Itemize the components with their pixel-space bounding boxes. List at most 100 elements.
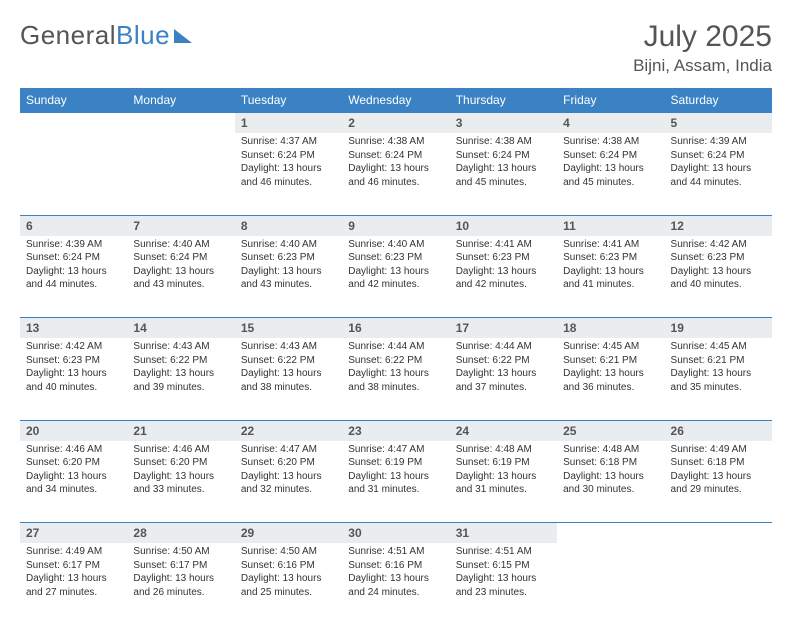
sunrise-text: Sunrise: 4:37 AM: [241, 135, 336, 149]
day-number: 6: [20, 216, 127, 236]
sunset-text: Sunset: 6:24 PM: [241, 149, 336, 163]
daynum-cell: [127, 113, 234, 134]
sunrise-text: Sunrise: 4:38 AM: [563, 135, 658, 149]
day-number: 14: [127, 318, 234, 338]
daynum-cell: 30: [342, 523, 449, 544]
day-cell: Sunrise: 4:37 AMSunset: 6:24 PMDaylight:…: [235, 133, 342, 215]
sunrise-text: Sunrise: 4:44 AM: [348, 340, 443, 354]
day-details: Sunrise: 4:46 AMSunset: 6:20 PMDaylight:…: [127, 441, 234, 503]
day-header: Friday: [557, 88, 664, 113]
daylight-text: Daylight: 13 hours: [456, 367, 551, 381]
daynum-cell: 4: [557, 113, 664, 134]
daylight-text: Daylight: 13 hours: [671, 162, 766, 176]
day-details: Sunrise: 4:41 AMSunset: 6:23 PMDaylight:…: [557, 236, 664, 298]
day-details: Sunrise: 4:38 AMSunset: 6:24 PMDaylight:…: [450, 133, 557, 195]
day-number: 10: [450, 216, 557, 236]
sunset-text: Sunset: 6:22 PM: [456, 354, 551, 368]
day-number: 16: [342, 318, 449, 338]
day-cell: Sunrise: 4:45 AMSunset: 6:21 PMDaylight:…: [665, 338, 772, 420]
daylight-text: and 45 minutes.: [456, 176, 551, 190]
daylight-text: and 31 minutes.: [348, 483, 443, 497]
day-details: Sunrise: 4:48 AMSunset: 6:18 PMDaylight:…: [557, 441, 664, 503]
sunrise-text: Sunrise: 4:41 AM: [456, 238, 551, 252]
day-number: 29: [235, 523, 342, 543]
day-details: Sunrise: 4:46 AMSunset: 6:20 PMDaylight:…: [20, 441, 127, 503]
sunrise-text: Sunrise: 4:40 AM: [241, 238, 336, 252]
daylight-text: Daylight: 13 hours: [456, 265, 551, 279]
day-number: 31: [450, 523, 557, 543]
day-header: Saturday: [665, 88, 772, 113]
daynum-cell: [665, 523, 772, 544]
day-cell: Sunrise: 4:50 AMSunset: 6:16 PMDaylight:…: [235, 543, 342, 625]
sunrise-text: Sunrise: 4:39 AM: [671, 135, 766, 149]
sunset-text: Sunset: 6:16 PM: [241, 559, 336, 573]
daynum-row: 2728293031: [20, 523, 772, 544]
daylight-text: Daylight: 13 hours: [456, 162, 551, 176]
daylight-text: Daylight: 13 hours: [241, 470, 336, 484]
day-number: 25: [557, 421, 664, 441]
day-details: Sunrise: 4:43 AMSunset: 6:22 PMDaylight:…: [235, 338, 342, 400]
day-details: Sunrise: 4:51 AMSunset: 6:15 PMDaylight:…: [450, 543, 557, 605]
daylight-text: and 29 minutes.: [671, 483, 766, 497]
sunset-text: Sunset: 6:19 PM: [456, 456, 551, 470]
daynum-cell: 27: [20, 523, 127, 544]
day-details: Sunrise: 4:39 AMSunset: 6:24 PMDaylight:…: [20, 236, 127, 298]
sunrise-text: Sunrise: 4:41 AM: [563, 238, 658, 252]
daynum-cell: 25: [557, 420, 664, 441]
day-details: Sunrise: 4:37 AMSunset: 6:24 PMDaylight:…: [235, 133, 342, 195]
daynum-cell: 16: [342, 318, 449, 339]
day-number: 12: [665, 216, 772, 236]
day-cell: Sunrise: 4:48 AMSunset: 6:18 PMDaylight:…: [557, 441, 664, 523]
daynum-cell: 13: [20, 318, 127, 339]
day-cell: Sunrise: 4:42 AMSunset: 6:23 PMDaylight:…: [665, 236, 772, 318]
sunset-text: Sunset: 6:23 PM: [348, 251, 443, 265]
daylight-text: Daylight: 13 hours: [26, 367, 121, 381]
day-cell: Sunrise: 4:41 AMSunset: 6:23 PMDaylight:…: [557, 236, 664, 318]
daynum-cell: 29: [235, 523, 342, 544]
daylight-text: and 37 minutes.: [456, 381, 551, 395]
daylight-text: and 30 minutes.: [563, 483, 658, 497]
week-row: Sunrise: 4:49 AMSunset: 6:17 PMDaylight:…: [20, 543, 772, 625]
day-cell: Sunrise: 4:46 AMSunset: 6:20 PMDaylight:…: [127, 441, 234, 523]
day-cell: [665, 543, 772, 625]
day-header-row: Sunday Monday Tuesday Wednesday Thursday…: [20, 88, 772, 113]
daylight-text: and 41 minutes.: [563, 278, 658, 292]
sunrise-text: Sunrise: 4:42 AM: [26, 340, 121, 354]
sunset-text: Sunset: 6:24 PM: [671, 149, 766, 163]
daynum-cell: 19: [665, 318, 772, 339]
daylight-text: and 27 minutes.: [26, 586, 121, 600]
daylight-text: and 42 minutes.: [456, 278, 551, 292]
sunrise-text: Sunrise: 4:47 AM: [241, 443, 336, 457]
day-details: Sunrise: 4:42 AMSunset: 6:23 PMDaylight:…: [20, 338, 127, 400]
daylight-text: Daylight: 13 hours: [348, 162, 443, 176]
day-cell: Sunrise: 4:39 AMSunset: 6:24 PMDaylight:…: [20, 236, 127, 318]
sunrise-text: Sunrise: 4:51 AM: [348, 545, 443, 559]
day-details: Sunrise: 4:45 AMSunset: 6:21 PMDaylight:…: [665, 338, 772, 400]
day-number: 20: [20, 421, 127, 441]
sunset-text: Sunset: 6:16 PM: [348, 559, 443, 573]
day-details: Sunrise: 4:44 AMSunset: 6:22 PMDaylight:…: [450, 338, 557, 400]
day-cell: Sunrise: 4:51 AMSunset: 6:16 PMDaylight:…: [342, 543, 449, 625]
page-header: GeneralBlue July 2025 Bijni, Assam, Indi…: [20, 20, 772, 76]
day-number: 27: [20, 523, 127, 543]
day-details: Sunrise: 4:41 AMSunset: 6:23 PMDaylight:…: [450, 236, 557, 298]
day-details: Sunrise: 4:40 AMSunset: 6:24 PMDaylight:…: [127, 236, 234, 298]
daynum-cell: 26: [665, 420, 772, 441]
daylight-text: and 35 minutes.: [671, 381, 766, 395]
sunset-text: Sunset: 6:17 PM: [133, 559, 228, 573]
sunrise-text: Sunrise: 4:49 AM: [671, 443, 766, 457]
daylight-text: Daylight: 13 hours: [241, 162, 336, 176]
daylight-text: and 24 minutes.: [348, 586, 443, 600]
daynum-cell: 10: [450, 215, 557, 236]
daylight-text: and 45 minutes.: [563, 176, 658, 190]
sunset-text: Sunset: 6:15 PM: [456, 559, 551, 573]
location-label: Bijni, Assam, India: [633, 56, 772, 76]
day-number: 21: [127, 421, 234, 441]
daylight-text: Daylight: 13 hours: [241, 367, 336, 381]
brand-text-b: Blue: [116, 20, 170, 51]
daylight-text: and 40 minutes.: [26, 381, 121, 395]
daylight-text: and 43 minutes.: [133, 278, 228, 292]
sunset-text: Sunset: 6:18 PM: [563, 456, 658, 470]
day-cell: Sunrise: 4:43 AMSunset: 6:22 PMDaylight:…: [235, 338, 342, 420]
sunset-text: Sunset: 6:23 PM: [563, 251, 658, 265]
